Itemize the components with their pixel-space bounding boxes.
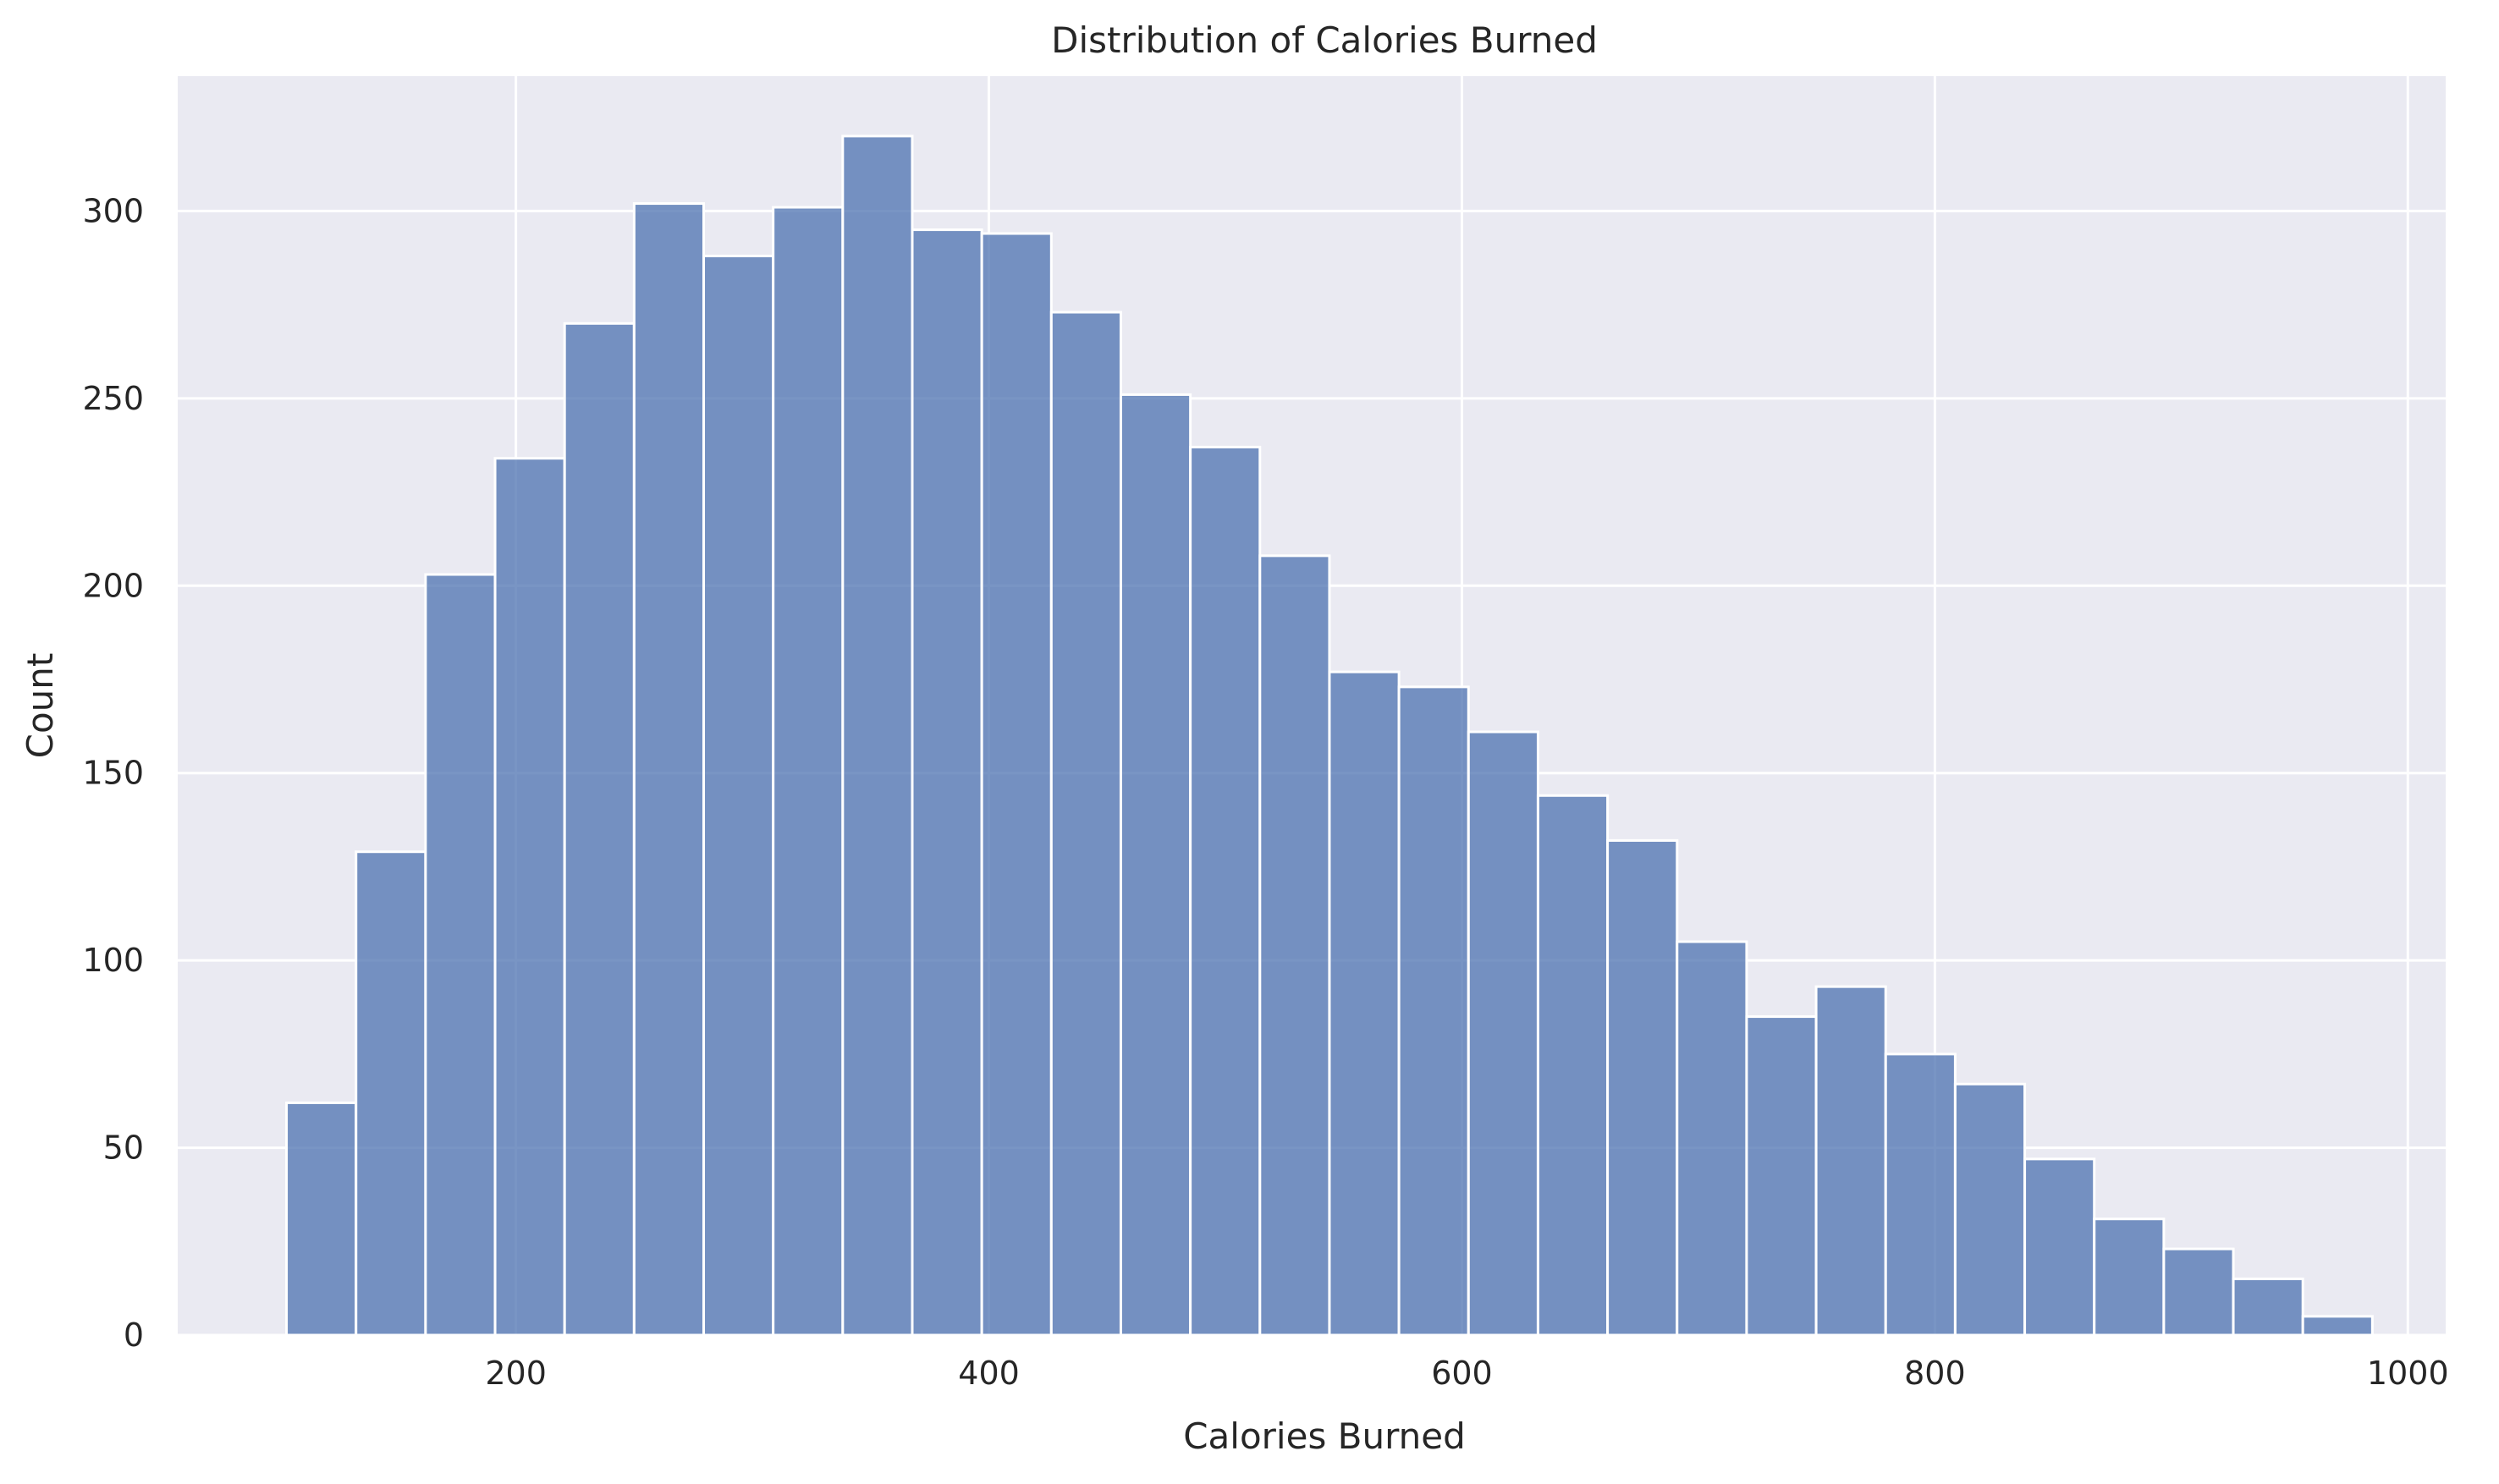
histogram-bar [2093, 1217, 2166, 1337]
histogram-bar [2023, 1157, 2096, 1337]
histogram-bar [1189, 445, 1262, 1337]
y-tick-label: 50 [103, 1129, 144, 1167]
y-tick-labels: 0 50 100 150 200 250 300 [82, 192, 144, 1354]
y-tick-label: 0 [124, 1316, 144, 1354]
x-tick-label: 400 [958, 1355, 1020, 1392]
histogram-bar [1676, 940, 1748, 1337]
histogram-bar [493, 457, 566, 1337]
x-axis-label: Calories Burned [1183, 1415, 1466, 1457]
histogram-bar [2162, 1247, 2235, 1337]
x-tick-label: 1000 [2367, 1355, 2449, 1392]
y-tick-label: 200 [82, 567, 144, 604]
histogram-bar [1745, 1015, 1818, 1337]
y-tick-label: 150 [82, 755, 144, 792]
chart-title: Distribution of Calories Burned [1051, 19, 1598, 61]
histogram-bar [285, 1101, 358, 1337]
histogram-bar [702, 255, 775, 1337]
histogram-bar [1258, 554, 1331, 1337]
histogram-bar [2301, 1315, 2374, 1337]
histogram-bar [1049, 311, 1122, 1337]
x-tick-labels: 200 400 600 800 1000 [485, 1355, 2448, 1392]
histogram-bar [841, 135, 914, 1337]
histogram-bar [911, 228, 983, 1337]
histogram-bar [424, 573, 497, 1337]
y-tick-label: 250 [82, 380, 144, 417]
y-tick-label: 100 [82, 942, 144, 979]
x-tick-label: 600 [1431, 1355, 1493, 1392]
histogram-bar [772, 206, 845, 1337]
histogram-bar [1884, 1053, 1957, 1337]
x-tick-label: 200 [485, 1355, 547, 1392]
histogram-bar [980, 232, 1053, 1337]
histogram-bar [1397, 685, 1470, 1337]
histogram-bar [355, 850, 427, 1337]
histogram-bar [1119, 393, 1192, 1337]
histogram-bar [1953, 1082, 2027, 1337]
histogram-bar [1814, 985, 1887, 1337]
histogram-bar [1467, 730, 1539, 1337]
x-tick-label: 800 [1904, 1355, 1966, 1392]
histogram-bar [1606, 838, 1679, 1337]
histogram-bar [2232, 1278, 2304, 1337]
y-tick-label: 300 [82, 192, 144, 229]
histogram-bars [285, 135, 2374, 1337]
histogram-bar [1536, 794, 1610, 1337]
histogram-bar [563, 322, 636, 1337]
histogram-bar [1328, 670, 1401, 1337]
histogram-bar [632, 202, 706, 1337]
y-axis-label: Count [19, 653, 61, 759]
